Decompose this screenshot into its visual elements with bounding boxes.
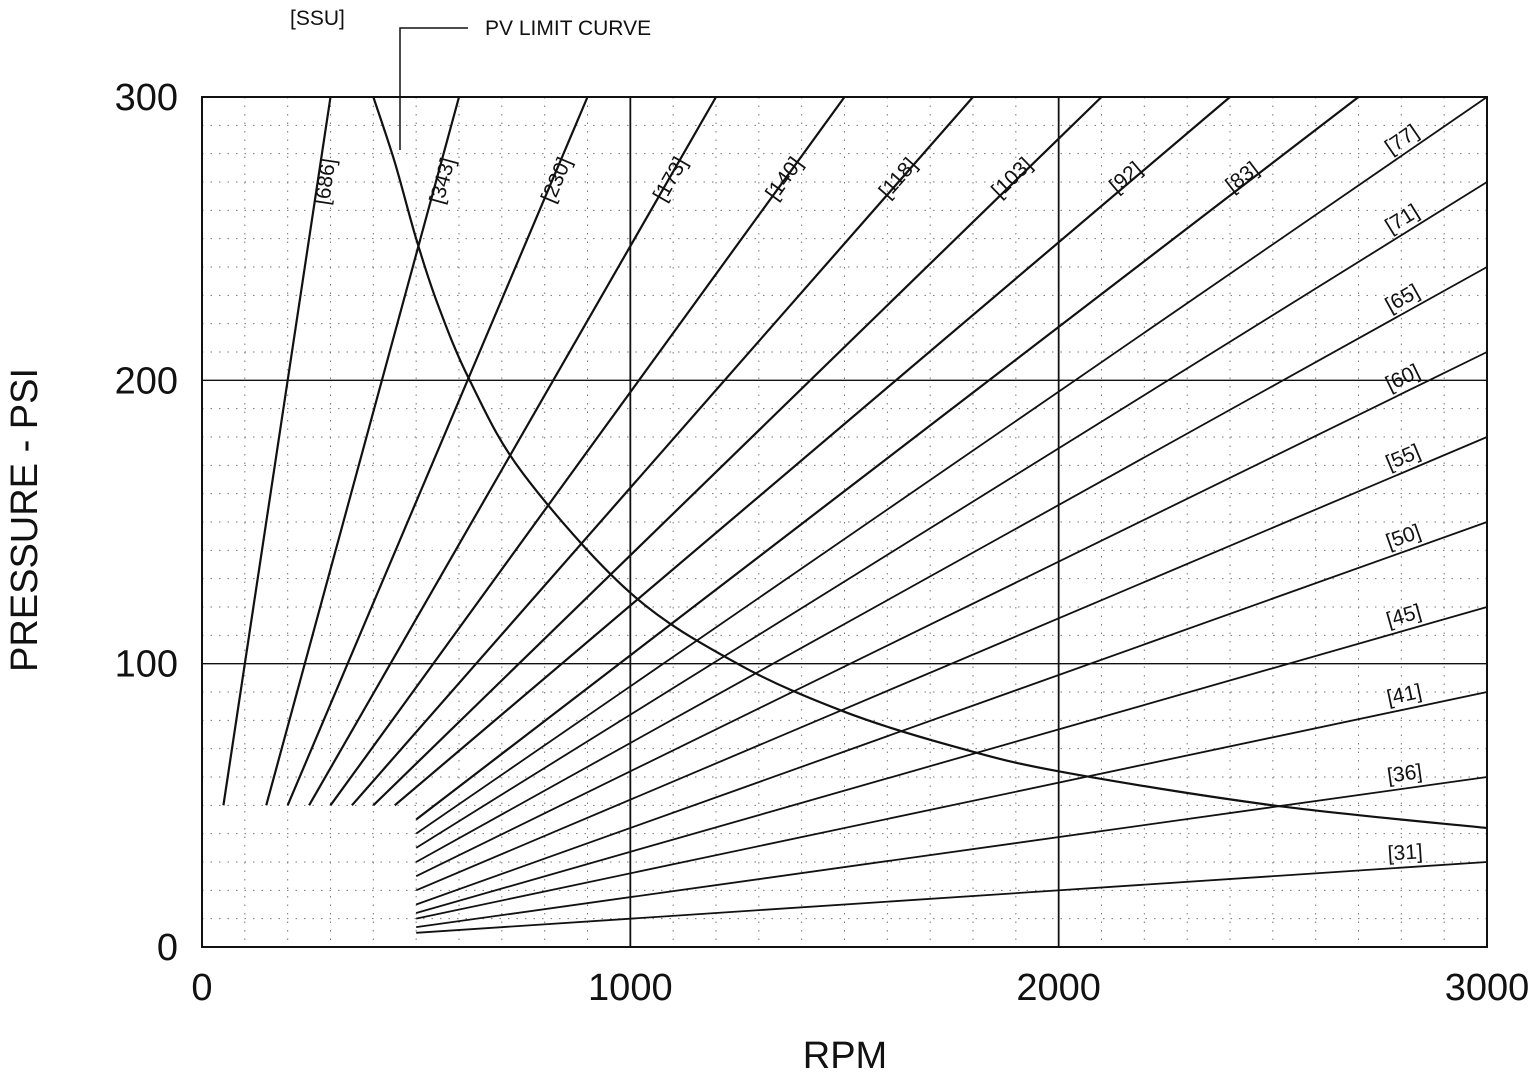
series-line-71 xyxy=(415,181,1488,849)
series-label-65: [65] xyxy=(1382,280,1424,317)
series-label-71: [71] xyxy=(1381,200,1423,238)
series-label-36: [36] xyxy=(1386,760,1424,788)
pv-limit-annotation: PV LIMIT CURVE xyxy=(485,17,651,40)
minor-grid xyxy=(202,97,1487,947)
pv-limit-leader-line xyxy=(399,27,468,150)
series-line-31 xyxy=(416,861,1488,934)
x-axis-title: RPM xyxy=(803,1035,887,1075)
x-tick-1000: 1000 xyxy=(588,967,673,1009)
series-label-103: [103] xyxy=(987,153,1037,202)
series-label-60: [60] xyxy=(1382,360,1424,396)
series-line-41 xyxy=(415,691,1488,920)
series-line-50 xyxy=(415,521,1488,906)
series-line-686 xyxy=(222,96,332,806)
series-line-92 xyxy=(394,96,1231,807)
series-label-50: [50] xyxy=(1383,520,1424,553)
series-line-65 xyxy=(415,266,1488,863)
series-line-55 xyxy=(415,436,1488,892)
series-line-118 xyxy=(351,96,974,807)
y-tick-0: 0 xyxy=(157,927,178,969)
y-axis-title: PRESSURE - PSI xyxy=(4,368,46,672)
x-tick-2000: 2000 xyxy=(1016,967,1101,1009)
series-label-343: [343] xyxy=(425,155,459,206)
series-labels: [686] [343] [230] [173] [140] [118] [103] [92] [… xyxy=(311,120,1424,865)
series-label-92: [92] xyxy=(1105,157,1147,197)
series-label-55: [55] xyxy=(1382,440,1423,475)
y-tick-300: 300 xyxy=(115,77,178,119)
series-line-60 xyxy=(415,351,1488,877)
series-label-140: [140] xyxy=(761,153,807,204)
series-label-77: [77] xyxy=(1381,120,1423,159)
series-line-140 xyxy=(329,96,846,806)
series-line-77 xyxy=(415,96,1488,835)
ssu-annotation: [SSU] xyxy=(290,7,345,30)
series-line-36 xyxy=(416,776,1488,929)
series-label-686: [686] xyxy=(311,157,341,207)
series-label-41: [41] xyxy=(1385,680,1424,710)
series-label-173: [173] xyxy=(649,153,692,205)
series-label-83: [83] xyxy=(1221,158,1263,198)
series-label-31: [31] xyxy=(1387,840,1423,865)
pv-limit-curve xyxy=(372,96,1488,830)
series-line-45 xyxy=(415,606,1488,914)
series-line-103 xyxy=(372,96,1103,807)
series-line-83 xyxy=(415,96,1360,821)
series-line-230 xyxy=(286,96,589,806)
y-tick-100: 100 xyxy=(115,644,178,686)
series-line-173 xyxy=(308,96,717,806)
series-line-343 xyxy=(265,96,461,806)
x-tick-labels: 0 1000 2000 3000 xyxy=(191,967,1529,1009)
series-label-230: [230] xyxy=(537,154,576,206)
major-grid xyxy=(202,97,1487,947)
x-tick-3000: 3000 xyxy=(1445,967,1530,1009)
y-tick-labels: 0 100 200 300 xyxy=(115,77,178,969)
x-tick-0: 0 xyxy=(191,967,212,1009)
series-label-118: [118] xyxy=(875,154,922,203)
y-tick-200: 200 xyxy=(115,360,178,402)
series-lines xyxy=(222,96,1488,934)
